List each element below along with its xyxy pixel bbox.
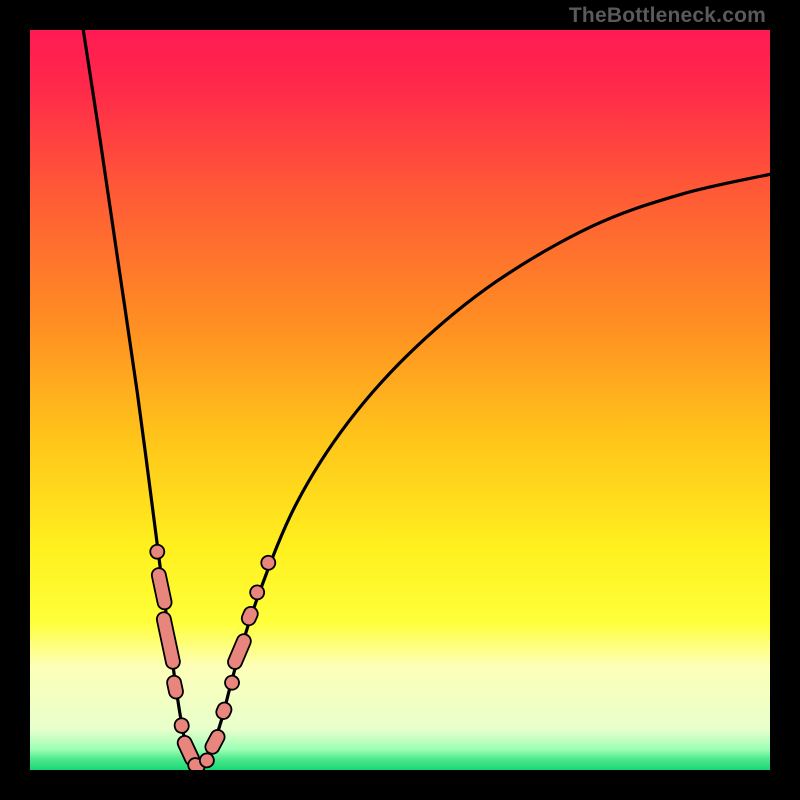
curve-marker: [248, 583, 267, 602]
curve-marker: [226, 632, 253, 671]
curve-marker: [214, 700, 234, 721]
curve-marker: [151, 567, 173, 611]
plot-area: [30, 30, 770, 770]
curve-marker: [173, 717, 190, 735]
curve-marker: [149, 543, 166, 560]
bottleneck-curve: [30, 30, 770, 770]
curve-marker: [166, 674, 184, 699]
curve-marker: [156, 611, 182, 670]
curve-marker: [203, 728, 227, 757]
chart-frame: TheBottleneck.com: [0, 0, 800, 800]
curve-marker: [240, 605, 260, 628]
curve-marker: [223, 674, 241, 692]
watermark-text: TheBottleneck.com: [569, 4, 766, 28]
